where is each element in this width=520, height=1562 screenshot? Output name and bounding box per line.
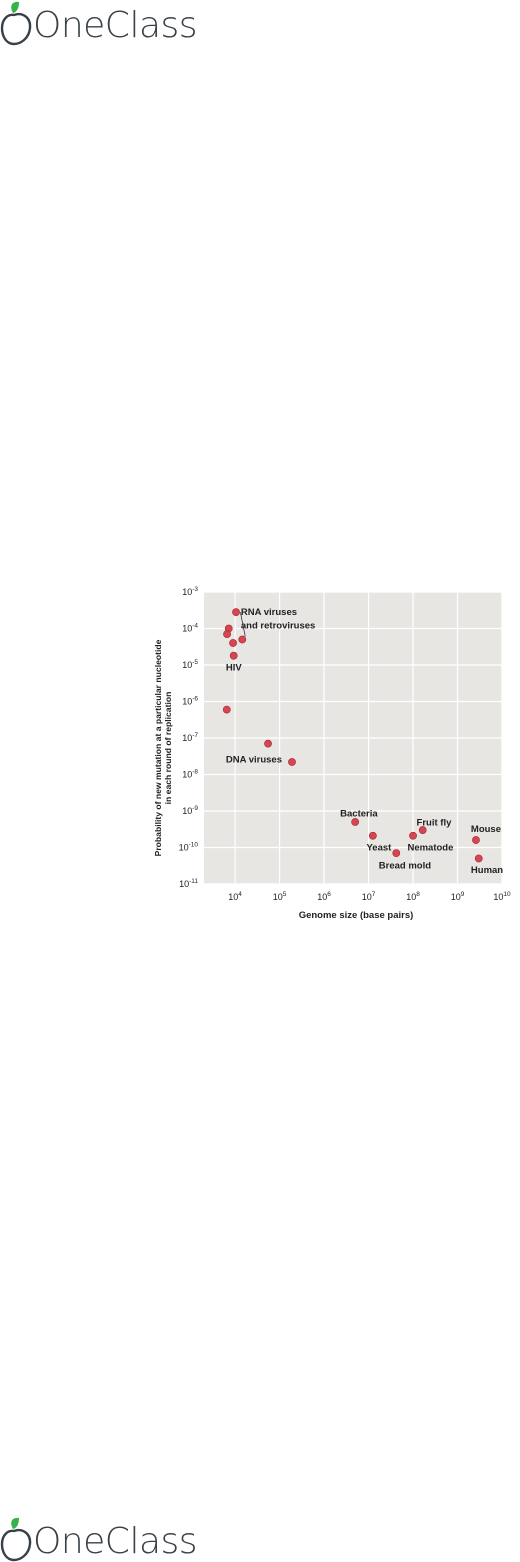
x-tick-label-base: 10 [228,892,238,902]
y-tick-label: 10-5 [182,659,198,670]
x-tick-label: 104 [228,891,242,902]
y-tick-label-exponent: -6 [192,696,198,703]
y-tick-label: 10-9 [182,805,198,816]
x-tick-label: 1010 [493,891,511,902]
y-tick-label-exponent: -8 [192,769,198,776]
y-tick-label-exponent: -11 [189,878,198,885]
point-label: DNA viruses [226,754,282,765]
point-label: Fruit fly [417,818,453,829]
y-tick-label-exponent: -3 [192,586,198,593]
data-point [232,608,240,617]
y-axis-title-line-1: Probability of new mutation at a particu… [153,639,163,856]
x-tick-label-exponent: 7 [372,891,376,898]
y-tick-label-exponent: -4 [192,623,198,630]
x-tick-label-exponent: 10 [503,891,511,898]
y-tick-label: 10-3 [182,586,198,597]
y-tick-label: 10-4 [182,623,198,634]
y-tick-label-base: 10 [182,587,192,597]
y-tick-label: 10-7 [182,732,198,743]
rna-leader-line [239,612,241,614]
x-tick-label-base: 10 [273,892,283,902]
x-tick-label-exponent: 6 [327,891,331,898]
point-label: Mouse [471,824,501,835]
x-tick-label-base: 10 [406,892,416,902]
x-tick-label: 108 [406,891,420,902]
y-tick-label: 10-10 [179,842,199,853]
brand-wordmark: OneClass [33,5,198,46]
y-axis-title: Probability of new mutation at a particu… [153,639,173,856]
data-point [409,831,417,840]
data-point [229,651,238,660]
point-label: Nematode [407,843,453,854]
point-label: HIV [226,663,243,674]
x-tick-label-base: 10 [493,892,503,902]
x-tick-label-exponent: 8 [416,891,420,898]
mutation-rate-chart: Probability of new mutation at a particu… [152,584,512,934]
data-point [368,831,377,840]
point-label: Human [471,865,503,876]
chart-svg: Probability of new mutation at a particu… [153,586,511,921]
x-tick-label-base: 10 [362,892,372,902]
data-point [392,849,401,858]
y-tick-label-base: 10 [179,843,189,853]
y-tick-label-base: 10 [182,697,192,707]
y-tick-label-base: 10 [182,770,192,780]
data-point [288,758,296,766]
point-label: and retroviruses [241,621,315,632]
point-label: Bacteria [340,809,378,820]
x-axis-title: Genome size (base pairs) [299,910,414,921]
y-tick-label-base: 10 [182,624,192,634]
y-tick-label-base: 10 [182,660,192,670]
oneclass-logo-top[interactable]: OneClass [0,0,198,46]
oneclass-logo-bottom[interactable]: OneClass [0,1516,198,1562]
data-point [472,836,480,844]
data-point [264,739,272,748]
y-axis-title-line-2: in each round of replication [163,692,173,805]
point-label: Bread mold [379,861,431,872]
brand-wordmark: OneClass [33,1521,198,1562]
x-tick-label: 106 [317,891,331,902]
data-point [223,630,231,639]
data-point [222,705,231,714]
x-tick-label-exponent: 5 [283,891,287,898]
x-tick-label: 109 [451,891,465,902]
apple-leaf-icon [0,1516,33,1562]
y-tick-label-exponent: -7 [192,732,198,739]
x-tick-label-base: 10 [451,892,461,902]
x-tick-label-exponent: 4 [238,891,242,898]
y-tick-label: 10-11 [179,878,198,889]
y-tick-label-exponent: -5 [192,659,198,666]
y-tick-label-base: 10 [179,879,189,889]
y-tick-label-base: 10 [182,733,192,743]
x-tick-label: 107 [362,891,376,902]
data-point [474,854,483,863]
rna-leader-line [240,613,246,637]
x-tick-label-base: 10 [317,892,327,902]
y-tick-label-exponent: -9 [192,805,198,812]
x-tick-label: 105 [273,891,287,902]
data-point [351,818,360,826]
data-point [418,826,427,834]
data-point [238,635,247,644]
apple-leaf-icon [0,0,33,46]
y-tick-label-exponent: -10 [189,842,199,849]
x-tick-label-exponent: 9 [461,891,465,898]
data-point [229,639,237,647]
point-label: Yeast [367,843,393,854]
y-tick-label: 10-6 [182,696,198,707]
y-tick-label: 10-8 [182,769,198,780]
point-label: RNA viruses [241,607,297,618]
y-tick-label-base: 10 [182,806,192,816]
